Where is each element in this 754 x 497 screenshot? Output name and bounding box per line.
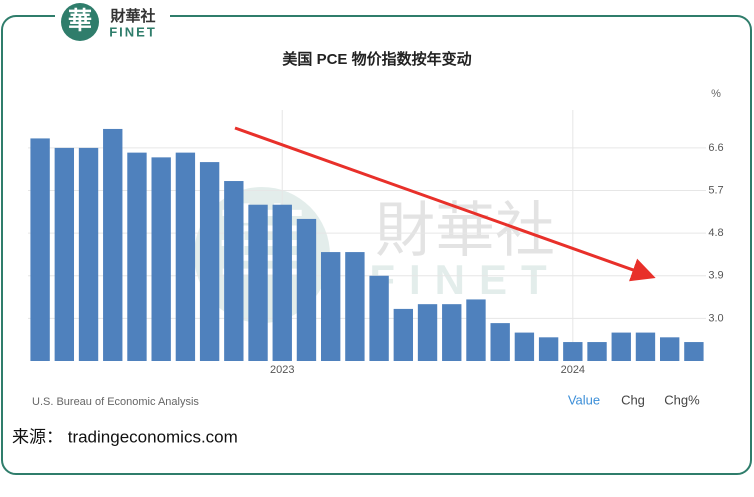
bar bbox=[417, 304, 438, 361]
source-note: U.S. Bureau of Economic Analysis bbox=[32, 396, 199, 408]
x-tick-label: 2023 bbox=[270, 364, 294, 376]
watermark-latin: FINET bbox=[369, 256, 560, 303]
bar bbox=[248, 204, 268, 361]
bar bbox=[78, 147, 99, 361]
x-tick-label: 2024 bbox=[561, 364, 585, 376]
bar bbox=[54, 147, 75, 361]
trend-arrow bbox=[234, 126, 656, 282]
bar bbox=[538, 337, 559, 361]
bar bbox=[224, 181, 244, 361]
watermark-name: 財華社 bbox=[375, 197, 555, 264]
bar bbox=[151, 157, 171, 361]
bar bbox=[345, 252, 365, 361]
bar bbox=[442, 304, 462, 361]
bar bbox=[127, 152, 147, 361]
y-tick-label: 3.0 bbox=[708, 312, 723, 324]
plot: 3.0 3.9 4.8 5.7 6.6 2023 2024 bbox=[28, 110, 724, 376]
footer-source: 来源： tradingeconomics.com bbox=[12, 427, 238, 446]
bar bbox=[684, 342, 704, 361]
bar bbox=[490, 323, 510, 361]
bar bbox=[563, 342, 583, 361]
bar bbox=[199, 162, 220, 361]
tab[interactable]: Chg bbox=[621, 392, 645, 407]
bar bbox=[103, 128, 123, 361]
bar bbox=[659, 337, 680, 361]
bar bbox=[611, 332, 631, 361]
bar bbox=[320, 252, 341, 361]
y-tick-label: 3.9 bbox=[708, 270, 723, 282]
frame bbox=[1, 15, 752, 475]
bar bbox=[296, 218, 317, 361]
logo-name: 財華社 bbox=[109, 7, 155, 25]
bar bbox=[272, 204, 292, 361]
y-tick-label: 4.8 bbox=[708, 227, 723, 239]
logo-latin: FINET bbox=[109, 24, 157, 39]
y-tick-label: 5.7 bbox=[708, 184, 723, 196]
tab[interactable]: Chg% bbox=[664, 392, 700, 407]
tab[interactable]: Value bbox=[568, 392, 600, 407]
bar bbox=[587, 342, 607, 361]
logo-badge bbox=[61, 3, 99, 41]
bar bbox=[369, 275, 389, 361]
bar bbox=[514, 332, 535, 361]
bar bbox=[30, 138, 50, 361]
chart-title: 美国 PCE 物价指数按年变动 bbox=[282, 50, 471, 68]
unit-label: % bbox=[711, 88, 721, 100]
bar bbox=[466, 299, 486, 361]
bar bbox=[635, 332, 656, 361]
logo-mark: 華 bbox=[68, 7, 92, 34]
bar bbox=[393, 308, 414, 361]
bar bbox=[175, 152, 196, 361]
y-tick-label: 6.6 bbox=[708, 142, 723, 154]
